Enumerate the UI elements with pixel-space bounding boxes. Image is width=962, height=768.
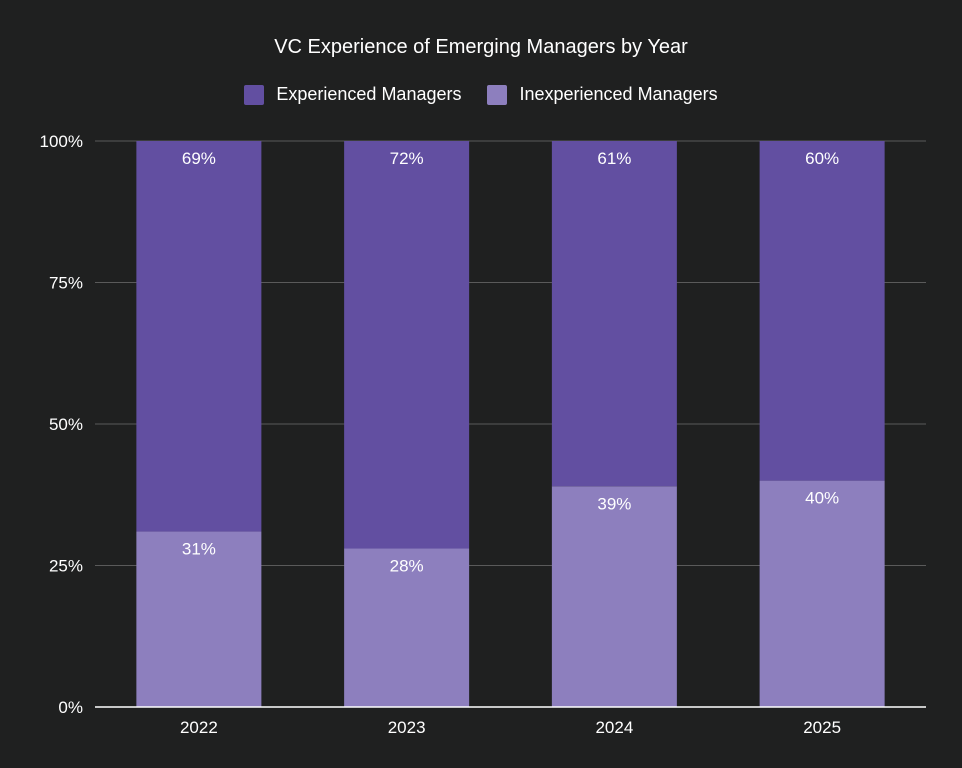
data-label: 60% xyxy=(805,149,839,168)
y-tick-label: 0% xyxy=(58,698,83,717)
legend-item-inexperienced[interactable]: Inexperienced Managers xyxy=(487,84,718,105)
data-label: 39% xyxy=(597,494,631,513)
bar-inexperienced-2023 xyxy=(344,548,470,707)
data-label: 61% xyxy=(597,149,631,168)
bar-inexperienced-2022 xyxy=(136,531,262,707)
bar-experienced-2024 xyxy=(551,141,677,487)
data-label: 40% xyxy=(805,489,839,508)
bar-inexperienced-2025 xyxy=(759,480,885,707)
bar-inexperienced-2024 xyxy=(551,486,677,707)
chart-title: VC Experience of Emerging Managers by Ye… xyxy=(274,36,688,58)
legend-item-experienced[interactable]: Experienced Managers xyxy=(244,84,461,105)
y-tick-label: 100% xyxy=(40,132,83,151)
data-label: 31% xyxy=(182,540,216,559)
x-tick-label: 2023 xyxy=(388,718,426,737)
y-tick-label: 25% xyxy=(49,557,83,576)
y-tick-label: 75% xyxy=(49,274,83,293)
y-tick-label: 50% xyxy=(49,415,83,434)
legend-label-inexperienced: Inexperienced Managers xyxy=(519,84,718,104)
x-tick-label: 2022 xyxy=(180,718,218,737)
data-label: 28% xyxy=(390,557,424,576)
legend-swatch-inexperienced xyxy=(487,84,508,105)
bar-experienced-2023 xyxy=(344,141,470,549)
bar-experienced-2022 xyxy=(136,141,262,532)
x-tick-label: 2024 xyxy=(595,718,633,737)
data-label: 69% xyxy=(182,149,216,168)
bar-experienced-2025 xyxy=(759,141,885,481)
x-tick-label: 2025 xyxy=(803,718,841,737)
legend-label-experienced: Experienced Managers xyxy=(276,84,462,104)
legend-swatch-experienced xyxy=(244,84,265,105)
data-label: 72% xyxy=(390,149,424,168)
legend: Experienced Managers Inexperienced Manag… xyxy=(0,84,962,105)
